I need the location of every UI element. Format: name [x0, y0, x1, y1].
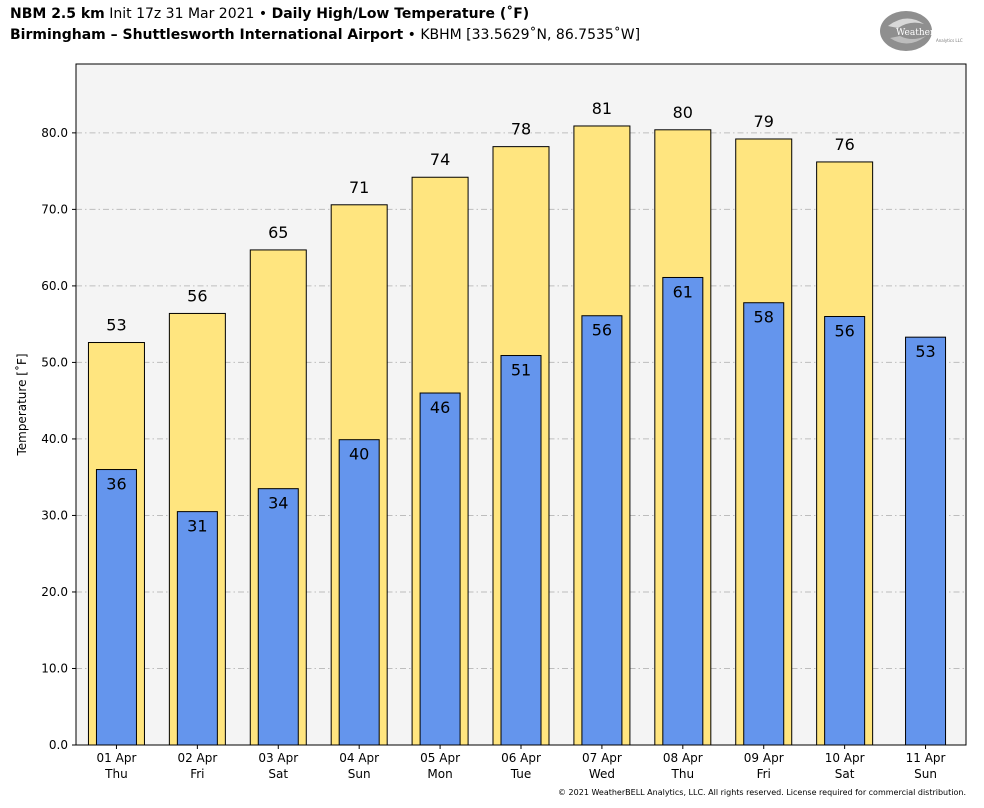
low-temp-bar — [743, 302, 785, 746]
low-temp-label: 40 — [349, 445, 369, 464]
bars — [87, 125, 947, 746]
x-tick-label-day: Thu — [104, 767, 128, 781]
logo-swirl-lower — [890, 36, 926, 44]
low-temp-bar — [95, 469, 137, 746]
low-temp-label: 56 — [592, 321, 612, 340]
y-tick-label: 40.0 — [41, 432, 68, 446]
x-tick-label-date: 03 Apr — [258, 751, 298, 765]
high-temp-label: 71 — [349, 178, 369, 197]
logo-subtext: Analytics LLC — [936, 38, 963, 43]
logo-swirl-highlight — [888, 18, 924, 28]
low-temp-bar — [662, 276, 704, 746]
x-tick-label-day: Sun — [914, 767, 937, 781]
title-separator: • — [258, 6, 268, 22]
low-temp-bar — [257, 488, 299, 746]
high-temp-label: 79 — [754, 112, 774, 131]
chart-title-line-1: NBM 2.5 km Init 17z 31 Mar 2021 • Daily … — [10, 6, 529, 22]
high-temp-label: 53 — [106, 316, 126, 335]
high-temp-label: 80 — [673, 103, 693, 122]
product-title: Daily High/Low Temperature (˚F) — [271, 6, 530, 22]
logo-text: WeatherBELL — [896, 28, 959, 38]
low-temp-bar — [905, 336, 947, 746]
station-name: Birmingham – Shuttlesworth International… — [10, 27, 404, 43]
low-temp-bar — [500, 355, 542, 746]
low-temp-label: 58 — [754, 308, 774, 327]
low-temp-label: 34 — [268, 494, 288, 513]
station-separator: • — [407, 27, 416, 43]
chart-title-line-2: Birmingham – Shuttlesworth International… — [10, 27, 640, 43]
low-temp-bar — [581, 315, 623, 746]
init-time: Init 17z 31 Mar 2021 — [109, 6, 255, 22]
x-tick-label-date: 06 Apr — [501, 751, 541, 765]
high-temp-label: 65 — [268, 223, 288, 242]
x-tick-label-date: 10 Apr — [825, 751, 865, 765]
model-name: NBM 2.5 km — [10, 6, 105, 22]
x-tick-label-date: 11 Apr — [906, 751, 946, 765]
x-tick-label-date: 07 Apr — [582, 751, 622, 765]
y-tick-label: 10.0 — [41, 661, 68, 675]
x-tick-label-date: 09 Apr — [744, 751, 784, 765]
plot-frame — [75, 63, 967, 746]
y-tick-label: 30.0 — [41, 508, 68, 522]
y-tick-label: 20.0 — [41, 585, 68, 599]
low-temp-label: 31 — [187, 517, 207, 536]
x-tick-label-day: Wed — [589, 767, 615, 781]
y-tick-label: 60.0 — [41, 279, 68, 293]
copyright-notice: © 2021 WeatherBELL Analytics, LLC. All r… — [558, 788, 966, 797]
low-temp-bar — [824, 316, 866, 746]
low-temp-label: 36 — [106, 475, 126, 494]
x-tick-label-day: Fri — [190, 767, 204, 781]
x-tick-label-date: 04 Apr — [339, 751, 379, 765]
data-labels: 53 36 56 31 65 34 71 40 74 46 78 51 81 56 80 61 79 58 76 56… — [106, 99, 935, 536]
axes: 0.0 10.0 20.0 30.0 40.0 50.0 60.0 70.0 80.0 01 Ap… — [41, 63, 967, 781]
x-tick-label-date: 02 Apr — [177, 751, 217, 765]
x-tick-label-day: Sat — [835, 767, 855, 781]
x-tick-label-day: Mon — [427, 767, 452, 781]
high-temp-label: 74 — [430, 150, 450, 169]
low-temp-bar — [338, 439, 380, 746]
y-tick-label: 70.0 — [41, 202, 68, 216]
x-tick-label-day: Fri — [757, 767, 771, 781]
high-temp-label: 81 — [592, 99, 612, 118]
high-temp-label: 56 — [187, 286, 207, 305]
y-tick-label: 50.0 — [41, 355, 68, 369]
logo-swirl — [880, 11, 932, 51]
low-temp-bar — [419, 392, 461, 746]
station-info: KBHM [33.5629˚N, 86.7535˚W] — [420, 27, 641, 43]
low-temp-label: 56 — [834, 322, 854, 341]
x-tick-label-date: 08 Apr — [663, 751, 703, 765]
y-axis-label: Temperature [˚F] — [14, 353, 29, 456]
x-tick-label-day: Thu — [671, 767, 695, 781]
low-temp-label: 51 — [511, 361, 531, 380]
x-tick-label-day: Sun — [348, 767, 371, 781]
high-temp-label: 76 — [834, 135, 854, 154]
low-temp-label: 46 — [430, 398, 450, 417]
x-tick-label-day: Tue — [510, 767, 532, 781]
high-temp-label: 78 — [511, 120, 531, 139]
weatherbell-logo: WeatherBELL Analytics LLC — [880, 11, 963, 51]
low-temp-bar — [176, 511, 218, 746]
low-temp-label: 53 — [915, 342, 935, 361]
y-tick-label: 0.0 — [49, 738, 68, 752]
x-tick-label-date: 01 Apr — [97, 751, 137, 765]
low-temp-label: 61 — [673, 282, 693, 301]
x-tick-label-day: Sat — [268, 767, 288, 781]
y-tick-label: 80.0 — [41, 126, 68, 140]
x-tick-label-date: 05 Apr — [420, 751, 460, 765]
